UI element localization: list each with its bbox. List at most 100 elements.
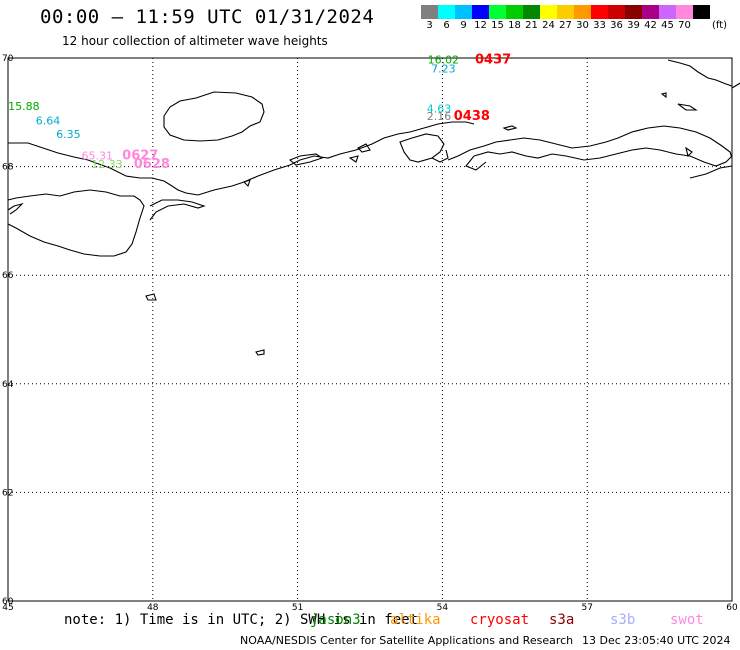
coastline-isl-9: [660, 92, 667, 99]
wave-height-label: 6.64: [36, 114, 61, 127]
wave-height-label: 7.23: [431, 62, 456, 75]
wave-height-label: 2.16: [427, 110, 452, 123]
wave-height-label: 4.63: [427, 102, 452, 115]
coastline-isl-5: [348, 155, 359, 163]
coastline-isl-6: [242, 179, 251, 188]
coastline-isl-3: [502, 125, 518, 131]
longitude-tick-label: 57: [581, 603, 592, 613]
longitude-tick-label: 54: [437, 603, 449, 613]
legend-label: 70: [678, 20, 691, 31]
legend-unit: (ft): [712, 20, 728, 31]
wave-height-label: 16.02: [428, 54, 460, 67]
legend-label: 33: [593, 20, 606, 31]
longitude-tick-label: 60: [726, 603, 738, 613]
coastline-west-lower: [7, 189, 145, 257]
page-subtitle: 12 hour collection of altimeter wave hei…: [62, 34, 328, 48]
coastline-east: [447, 125, 733, 161]
legend-label: 21: [525, 20, 538, 31]
coastline-novaya-zemlya: [667, 59, 733, 87]
wave-height-label: 65.31: [82, 150, 114, 163]
legend-swatch: [540, 5, 557, 19]
legend-label: 24: [542, 20, 555, 31]
page-title: 00:00 – 11:59 UTC 01/31/2024: [40, 6, 375, 28]
longitude-tick-label: 48: [147, 603, 159, 613]
legend-label: 30: [576, 20, 589, 31]
legend-swatch: [557, 5, 574, 19]
legend-label: 36: [610, 20, 623, 31]
coastline-kolguev: [163, 91, 265, 142]
legend-label: 3: [426, 20, 433, 31]
timestamp: 13 Dec 23:05:40 UTC 2024: [582, 634, 731, 647]
latitude-tick-label: 60: [2, 597, 14, 607]
wave-height-legend: 3 6 9 12 15 18 21 24 27 30 33 36 39 42 45 70 (ft): [421, 5, 740, 33]
legend-swatch: [642, 5, 659, 19]
coastline-west-b: [149, 199, 206, 221]
legend-swatch: [625, 5, 642, 19]
legend-swatch: [591, 5, 608, 19]
legend-swatch: [506, 5, 523, 19]
legend-label: 15: [491, 20, 504, 31]
footer-note: note: 1) Time is in UTC; 2) SWH is in fe…: [64, 612, 419, 628]
latitude-tick-label: 62: [2, 488, 13, 498]
coastline-pechora-d: [431, 149, 449, 163]
latitude-tick-label: 64: [2, 380, 14, 390]
legend-swatch: [438, 5, 455, 19]
legend-swatch: [472, 5, 489, 19]
legend-label: 9: [460, 20, 467, 31]
longitude-tick-label: 45: [2, 603, 13, 613]
satellite-label-s3b: s3b: [610, 612, 636, 628]
legend-swatch: [489, 5, 506, 19]
coastline-isl-7: [145, 293, 157, 301]
longitude-tick-label: 51: [292, 603, 303, 613]
pass-time-label: 0438: [454, 109, 490, 124]
legend-label: 42: [644, 20, 657, 31]
coastline-isl-2: [677, 103, 698, 111]
wave-height-label: 15.88: [8, 100, 40, 113]
pass-time-label: 0627: [122, 149, 158, 164]
coastline-isl-8: [255, 349, 265, 356]
coastline-bay: [7, 202, 24, 215]
legend-label: 12: [474, 20, 487, 31]
wave-height-label: 6.35: [56, 128, 81, 141]
legend-swatch: [608, 5, 625, 19]
legend-swatch: [676, 5, 693, 19]
coastline-east-b: [473, 147, 733, 167]
pass-time-label: 0437: [475, 53, 511, 68]
pass-time-label: 0628: [134, 157, 170, 172]
legend-swatch: [693, 5, 710, 19]
coastline-isl-4: [357, 143, 371, 153]
map-frame: [7, 57, 733, 602]
legend-label: 45: [661, 20, 674, 31]
legend-swatch: [455, 5, 472, 19]
latitude-tick-label: 70: [2, 54, 14, 64]
credit-line: NOAA/NESDIS Center for Satellite Applica…: [240, 634, 574, 647]
legend-color-bar: [421, 5, 740, 19]
coastline: [7, 59, 740, 356]
legend-label: 27: [559, 20, 572, 31]
coastline-east-c: [465, 155, 487, 171]
legend-swatch: [523, 5, 540, 19]
legend-label: 39: [627, 20, 640, 31]
coastline-west: [8, 142, 199, 196]
satellite-label-jason3: jason3: [310, 612, 361, 628]
latitude-tick-label: 68: [2, 163, 14, 173]
satellite-label-altika: altika: [390, 612, 441, 628]
satellite-label-s3a: s3a: [549, 612, 575, 628]
coastline-isl-1: [685, 146, 693, 158]
legend-labels: 3 6 9 12 15 18 21 24 27 30 33 36 39 42 45 70 (ft): [421, 19, 740, 33]
map-gridlines: [8, 58, 732, 601]
coastline-pechora-c: [399, 133, 445, 163]
legend-label: 18: [508, 20, 521, 31]
satellite-label-cryosat: cryosat: [470, 612, 530, 628]
legend-swatch: [421, 5, 438, 19]
satellite-label-swot: swot: [670, 612, 704, 628]
legend-swatch: [574, 5, 591, 19]
wave-height-label: 12.33: [91, 158, 123, 171]
legend-label: 6: [443, 20, 450, 31]
legend-swatch: [659, 5, 676, 19]
coastline-island: [731, 82, 740, 89]
latitude-tick-label: 66: [2, 271, 14, 281]
coastline-pechora-b: [288, 153, 324, 166]
